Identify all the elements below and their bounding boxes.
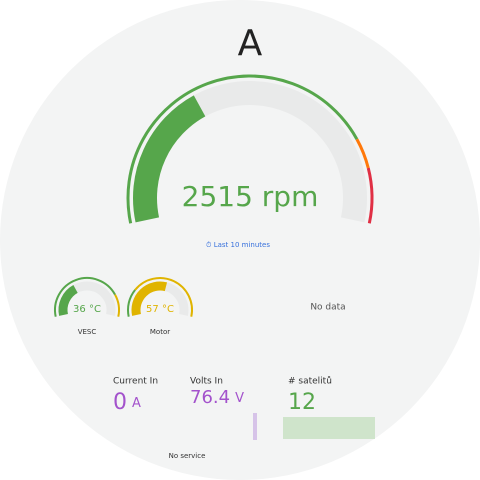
stat-label: Current In <box>113 377 158 387</box>
threshold-arc <box>134 277 193 317</box>
threshold-arc <box>366 167 374 224</box>
title: A <box>238 23 263 64</box>
stat-unit: A <box>132 396 141 411</box>
stat-label: # satelitů <box>288 376 332 387</box>
temp-label: Motor <box>150 328 170 336</box>
stat-number: 0 <box>113 390 127 415</box>
time-range: ⏱ Last 10 minutes <box>206 241 270 249</box>
threshold-arc <box>54 277 116 317</box>
rpm-value: 2515 rpm <box>182 180 319 213</box>
footer: No service <box>169 452 206 460</box>
temp-label: VESC <box>78 328 97 336</box>
temp-value: 57 °C <box>146 304 174 315</box>
stat-number: 12 <box>288 390 316 415</box>
gauge-bar <box>133 95 206 223</box>
stat-unit: V <box>235 391 244 406</box>
temp-value: 36 °C <box>73 304 101 315</box>
gauge-bar <box>58 284 78 316</box>
threshold-arc <box>126 74 359 224</box>
stat-number: 76.4 <box>190 387 230 408</box>
sparkline-area <box>283 417 375 439</box>
threshold-arc <box>127 289 136 317</box>
stat-value: 12 <box>288 390 316 415</box>
threshold-arc <box>355 138 370 169</box>
sparkline-bar <box>253 413 257 440</box>
gauge-bar <box>131 281 168 316</box>
threshold-arc <box>114 294 120 317</box>
stat-label: Volts In <box>190 377 223 387</box>
no-data: No data <box>310 303 345 313</box>
stat-value: 76.4 V <box>190 387 244 408</box>
